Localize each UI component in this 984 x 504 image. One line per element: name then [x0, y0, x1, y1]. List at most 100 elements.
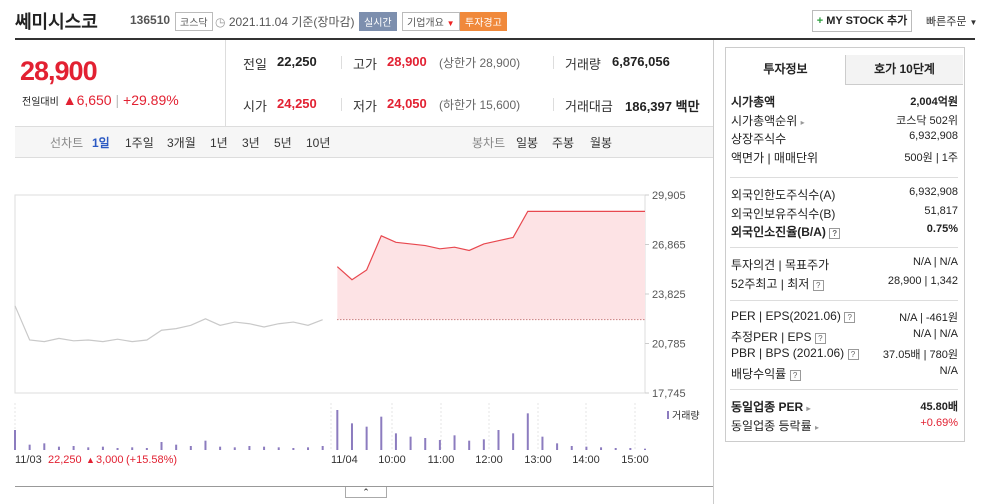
y-tick-label: 17,745 — [652, 388, 686, 400]
y-tick-label: 23,825 — [652, 289, 686, 301]
chart-rule — [15, 486, 713, 487]
group-sep — [730, 389, 958, 390]
realtime-badge[interactable]: 실시간 — [359, 12, 397, 31]
volume-bar — [541, 436, 544, 450]
label-icon[interactable]: ▸ — [806, 404, 811, 413]
collapse-button[interactable]: ⌃ — [345, 487, 387, 498]
side-label: 52주최고 | 최저 ? — [731, 275, 824, 292]
x-tick-label: 13:00 — [524, 454, 552, 466]
label-icon[interactable]: ? — [812, 330, 826, 344]
volume-bar — [101, 446, 104, 450]
label-icon[interactable]: ? — [844, 346, 859, 361]
line-tab-title: 선차트 — [50, 136, 84, 150]
quote-value: 24,050 — [387, 96, 427, 111]
x-tick-label: 12:00 — [475, 454, 503, 466]
summary-rate: (+15.58%) — [126, 454, 177, 466]
side-value: 500원 | 1주 — [904, 152, 958, 165]
line-tab[interactable]: 3년 — [242, 136, 260, 150]
side-label: 액면가 | 매매단위 — [731, 151, 819, 166]
volume-bar — [277, 447, 280, 450]
volume-bar — [453, 435, 456, 450]
volume-bar — [116, 448, 119, 450]
y-tick-label: 29,905 — [652, 190, 686, 202]
volume-bar — [629, 448, 632, 450]
side-value: 45.80배 — [920, 401, 958, 413]
volume-bar — [145, 448, 148, 450]
volume-bar — [512, 433, 515, 450]
side-label: 외국인한도주식수(A) — [731, 188, 836, 202]
line-tab[interactable]: 1주일 — [125, 136, 154, 150]
side-value: 37.05배 | 780원 — [882, 349, 958, 362]
quote-value: 24,250 — [277, 96, 317, 111]
side-value: 6,932,908 — [909, 130, 958, 143]
volume-bar — [438, 440, 441, 450]
volume-bar — [28, 444, 31, 450]
warning-badge: 투자경고 — [460, 12, 507, 31]
side-label: 추정PER | EPS ? — [731, 328, 826, 345]
side-label: 외국인보유주식수(B) — [731, 206, 836, 221]
side-label: PBR | BPS (2021.06) ? — [731, 346, 859, 361]
label-icon[interactable]: ? — [841, 309, 856, 323]
side-label: 상장주식수 — [731, 132, 787, 147]
volume-bar — [14, 430, 16, 450]
side-label: 시가총액순위 ▸ — [731, 113, 805, 128]
side-value: N/A | -461원 — [899, 312, 958, 324]
quote-sep — [553, 56, 554, 69]
volume-bar — [394, 433, 397, 450]
line-tab[interactable]: 3개월 — [167, 136, 196, 150]
divider — [713, 40, 714, 504]
x-tick-label: 11:00 — [428, 454, 455, 466]
volume-bar — [248, 446, 251, 450]
line-tab[interactable]: 10년 — [306, 136, 331, 150]
candle-tab[interactable]: 일봉 — [516, 136, 539, 150]
volume-bar — [160, 442, 163, 450]
x-tick-label: 11/03 — [15, 454, 42, 466]
y-tick-label: 20,785 — [652, 339, 686, 351]
volume-bar — [409, 436, 412, 450]
side-value: 6,932,908 — [909, 186, 958, 198]
side-value: +0.69% — [920, 416, 958, 429]
side-value: 0.75% — [926, 223, 958, 236]
quote-label: 시가 — [243, 99, 267, 114]
quote-label: 거래량 — [565, 57, 601, 72]
volume-bar — [380, 416, 383, 450]
current-price: 28,900 — [20, 56, 98, 86]
line-tab[interactable]: 1일 — [92, 136, 110, 150]
mystock-button[interactable]: + MY STOCK 추가 — [812, 10, 912, 32]
candle-tab[interactable]: 월봉 — [590, 136, 613, 150]
line-tab[interactable]: 5년 — [274, 136, 292, 150]
volume-bar — [365, 426, 368, 450]
side-tab-line — [726, 84, 845, 85]
volume-bar — [307, 447, 310, 450]
summary-arrow: ▲ — [86, 455, 95, 465]
overview-button[interactable]: 기업개요 ▼ — [402, 12, 460, 31]
volume-bar — [497, 430, 500, 450]
quick-order[interactable]: 빠른주문 ▼ — [926, 16, 978, 28]
label-icon[interactable]: ? — [826, 225, 841, 240]
side-tab[interactable]: 투자정보 — [726, 55, 845, 85]
quote-label: 전일 — [243, 57, 267, 72]
volume-bar — [585, 446, 588, 450]
label-icon[interactable]: ▸ — [800, 117, 805, 127]
line-tab[interactable]: 1년 — [210, 136, 228, 150]
label-icon[interactable]: ? — [809, 277, 824, 291]
stock-code: 136510 — [130, 13, 171, 27]
candle-tab[interactable]: 주봉 — [552, 136, 575, 150]
side-tab[interactable]: 호가 10단계 — [845, 55, 963, 85]
side-value: N/A | N/A — [912, 327, 958, 340]
overview-text: 기업개요 — [407, 18, 444, 29]
volume-bar — [43, 443, 46, 450]
label-icon[interactable]: ▸ — [814, 422, 819, 432]
date-text: 2021.11.04 기준(장마감) — [228, 15, 355, 29]
side-label: 시가총액 — [731, 95, 776, 109]
summary-change: 3,000 — [96, 454, 124, 466]
side-value: 51,817 — [924, 204, 958, 217]
summary-close: 22,250 — [48, 454, 82, 466]
volume-bar — [292, 448, 295, 450]
volume-bar — [468, 440, 471, 450]
quote-sep — [553, 98, 554, 111]
volume-bar — [321, 446, 324, 450]
mystock-text: MY STOCK 추가 — [826, 15, 908, 27]
label-icon[interactable]: ? — [786, 367, 801, 382]
